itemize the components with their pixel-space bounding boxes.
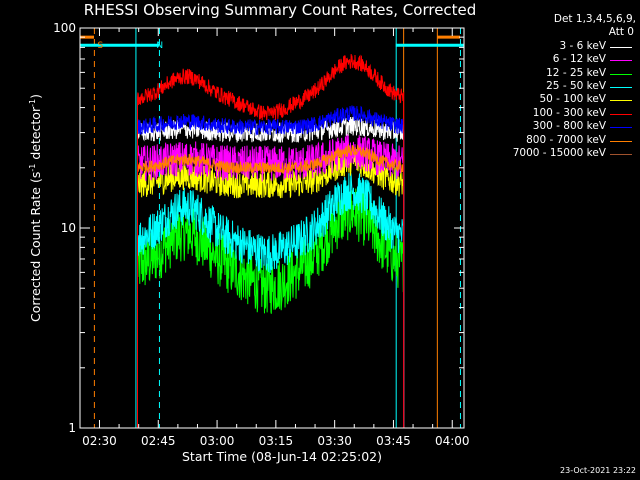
legend-swatch-3: [610, 86, 632, 88]
legend-item-6: 300 - 800 keV: [470, 120, 636, 133]
y-label-sup1: -1: [28, 164, 37, 172]
annotation-s: S: [98, 41, 104, 51]
legend-swatch-0: [610, 46, 632, 48]
legend-label-4: 50 - 100 keV: [539, 93, 606, 106]
legend-item-8: 7000 - 15000 keV: [470, 147, 636, 160]
legend-header-line2: Att 0: [608, 26, 634, 39]
legend-item-4: 50 - 100 keV: [470, 93, 636, 106]
y-axis-label: Corrected Count Rate (s-1 detector-1): [28, 94, 43, 322]
series-line-2: [137, 185, 405, 429]
y-label-part1: Corrected Count Rate (s: [28, 172, 43, 322]
y-label-sup2: -1: [28, 99, 37, 107]
legend-swatch-4: [610, 100, 632, 102]
legend-swatch-7: [610, 140, 632, 142]
legend-label-2: 12 - 25 keV: [546, 66, 606, 79]
footer-date: 23-Oct-2021 23:22: [560, 466, 636, 475]
y-label-part2: detector: [28, 106, 43, 164]
legend-swatch-1: [610, 60, 632, 62]
x-tick-label-0345: 03:45: [376, 434, 411, 448]
x-tick-label-0315: 03:15: [259, 434, 294, 448]
legend-item-3: 25 - 50 keV: [470, 80, 636, 93]
y-tick-label-100: 100: [53, 21, 76, 35]
legend-item-1: 6 - 12 keV: [470, 53, 636, 66]
legend-item-7: 800 - 7000 keV: [470, 134, 636, 147]
legend-item-5: 100 - 300 keV: [470, 107, 636, 120]
legend-label-7: 800 - 7000 keV: [526, 133, 606, 146]
legend-label-5: 100 - 300 keV: [532, 106, 606, 119]
x-tick-label-0245: 02:45: [141, 434, 176, 448]
x-tick-label-0330: 03:30: [317, 434, 352, 448]
x-axis-label: Start Time (08-Jun-14 02:25:02): [182, 449, 382, 464]
series-line-6: [136, 105, 405, 429]
x-tick-label-0230: 02:30: [82, 434, 117, 448]
legend-item-2: 12 - 25 keV: [470, 67, 636, 80]
legend-swatch-8: [610, 153, 632, 155]
legend-label-0: 3 - 6 keV: [559, 39, 606, 52]
legend-swatch-6: [610, 127, 632, 129]
legend-header-line1: Det 1,3,4,5,6,9,: [553, 13, 636, 25]
legend-label-8: 7000 - 15000 keV: [512, 146, 606, 159]
legend-label-6: 300 - 800 keV: [532, 120, 606, 133]
series-line-7: [137, 143, 405, 429]
y-tick-label-1: 1: [68, 421, 76, 435]
legend-item-0: 3 - 6 keV: [470, 40, 636, 53]
series-line-3: [136, 173, 405, 429]
x-tick-label-0400: 04:00: [435, 434, 470, 448]
y-tick-label-10: 10: [61, 221, 76, 235]
legend-swatch-2: [610, 73, 632, 75]
legend-label-3: 25 - 50 keV: [546, 79, 606, 92]
series-line-5: [136, 54, 405, 429]
annotation-n: N: [156, 41, 163, 51]
series-line-4: [137, 148, 405, 429]
chart-title: RHESSI Observing Summary Count Rates, Co…: [83, 1, 477, 19]
y-label-part3: ): [28, 94, 43, 99]
legend-label-1: 6 - 12 keV: [552, 53, 606, 66]
x-tick-label-0300: 03:00: [200, 434, 235, 448]
legend-swatch-5: [610, 113, 632, 115]
legend: Det 1,3,4,5,6,9, Att 0 3 - 6 keV 6 - 12 k…: [470, 13, 636, 160]
